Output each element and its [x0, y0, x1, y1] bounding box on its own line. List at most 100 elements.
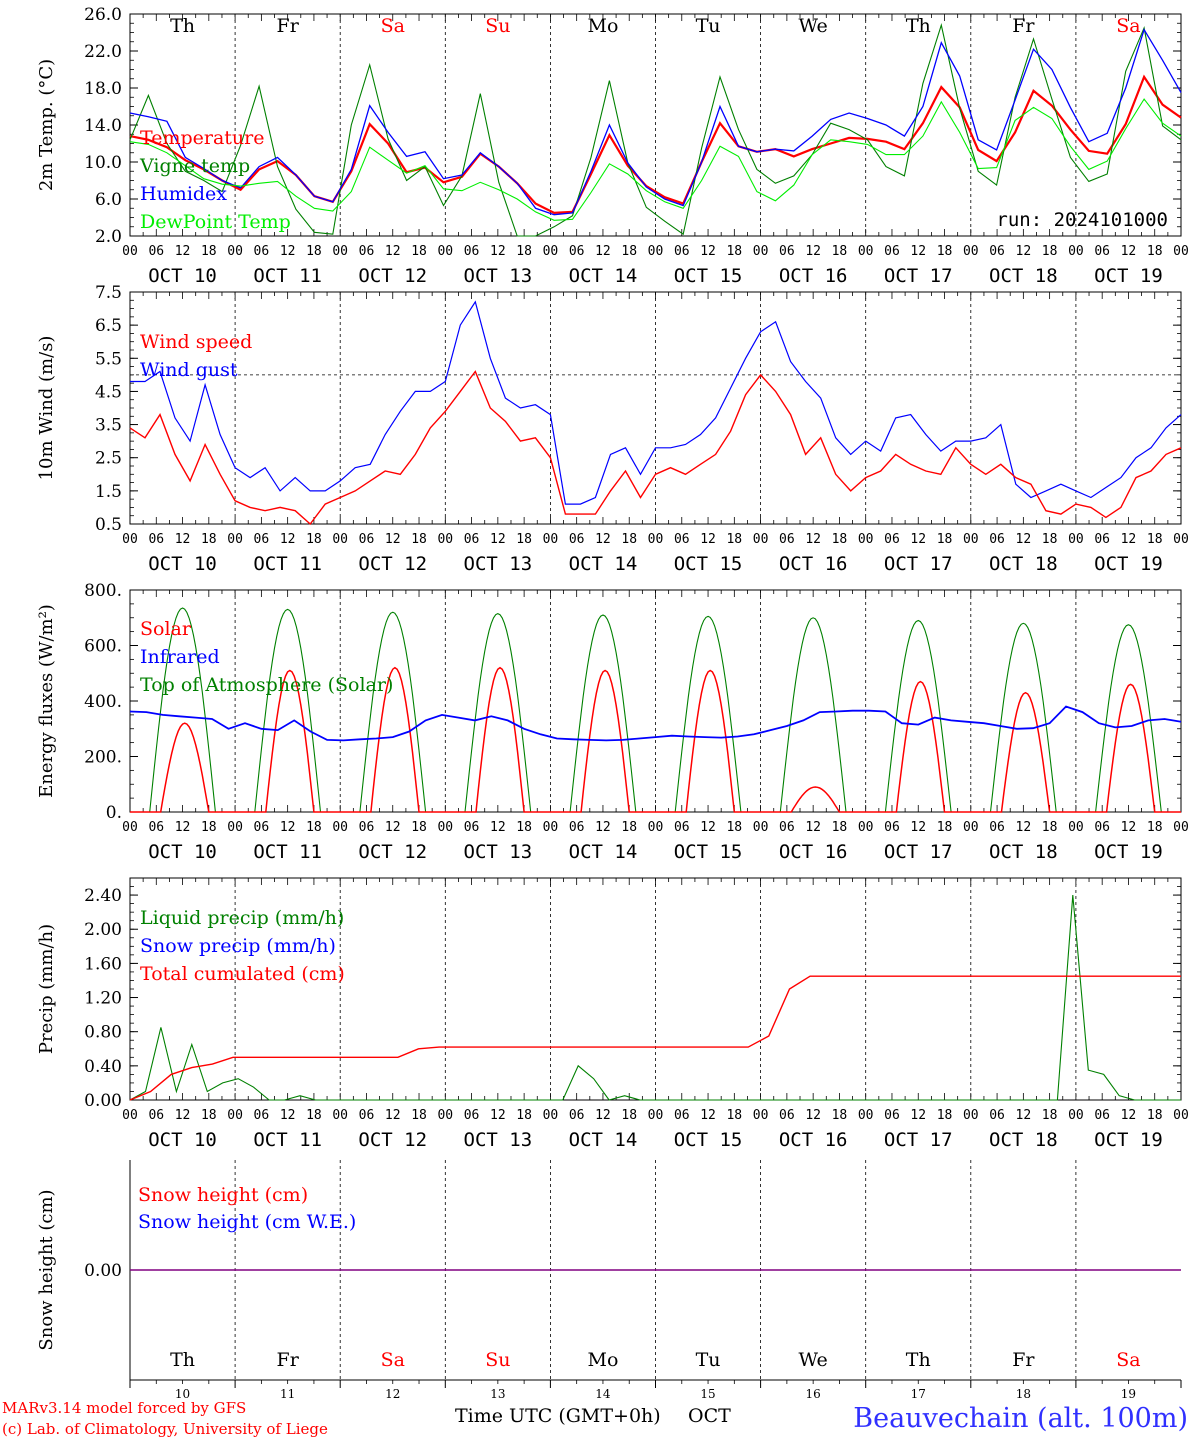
temp-series-line	[129, 22, 1182, 237]
x-axis-panel-3: 00 06 12 18 OCT 10 00 06 12 18 OCT 11 00 06 12 18 OCT …	[122, 820, 1189, 863]
hour-tick-label: 06	[464, 1108, 480, 1123]
weekday-label: Sa	[381, 15, 405, 37]
y-axis-label: 10m Wind (m/s)	[36, 336, 57, 481]
hour-tick-label: 12	[280, 820, 296, 835]
hour-tick-label: 18	[832, 532, 848, 547]
weekday-label: Su	[485, 15, 510, 37]
hour-tick-label: 18	[1042, 532, 1058, 547]
hour-tick-label: 12	[700, 820, 716, 835]
wind-speed-line	[129, 370, 1182, 526]
y-tick-label: 0.00	[84, 1261, 122, 1281]
date-label: OCT 12	[358, 265, 427, 287]
hour-tick-label: 18	[621, 1108, 637, 1123]
legend-entry: Infrared	[140, 646, 220, 668]
hour-tick-label: 06	[989, 532, 1005, 547]
hour-tick-label: 12	[175, 532, 191, 547]
hour-tick-label: 12	[910, 820, 926, 835]
hour-tick-label: 18	[516, 1108, 532, 1123]
hour-tick-label: 06	[779, 244, 795, 259]
hour-tick-label: 18	[411, 532, 427, 547]
day-number-label: 15	[700, 1387, 715, 1401]
y-tick-label: 1.20	[84, 989, 122, 1009]
hour-tick-label: 18	[937, 820, 953, 835]
hour-tick-label: 00	[648, 1108, 664, 1123]
hour-tick-label: 06	[674, 244, 690, 259]
hour-tick-label: 00	[858, 532, 874, 547]
date-label: OCT 15	[674, 1129, 743, 1151]
x-axis-title: Time UTC (GMT+0h)	[455, 1405, 661, 1427]
hour-tick-label: 18	[1147, 244, 1163, 259]
weekday-label: Sa	[1116, 15, 1140, 37]
hour-tick-label: 12	[175, 820, 191, 835]
hour-tick-label: 00	[648, 820, 664, 835]
date-label: OCT 16	[779, 1129, 848, 1151]
hour-tick-label: 12	[1121, 1108, 1137, 1123]
y-tick-label: 200.	[84, 748, 122, 768]
hour-tick-label: 18	[726, 244, 742, 259]
date-label: OCT 13	[464, 265, 533, 287]
day-number-label: 12	[385, 1387, 400, 1401]
hour-tick-label: 00	[332, 1108, 348, 1123]
y-tick-label: 3.5	[95, 416, 122, 436]
hour-tick-label: 18	[201, 244, 217, 259]
y-tick-label: 1.60	[84, 954, 122, 974]
day-number-label: 11	[280, 1387, 295, 1401]
hour-tick-label: 00	[753, 820, 769, 835]
date-label: OCT 17	[884, 1129, 953, 1151]
credit-line-2: (c) Lab. of Climatology, University of L…	[2, 1420, 328, 1438]
hour-tick-label: 12	[1016, 820, 1032, 835]
hour-tick-label: 12	[595, 532, 611, 547]
run-label: run: 2024101000	[996, 209, 1168, 231]
hour-tick-label: 06	[359, 820, 375, 835]
hour-tick-label: 06	[884, 820, 900, 835]
hour-tick-label: 12	[385, 820, 401, 835]
hour-tick-label: 12	[490, 1108, 506, 1123]
weekday-label: Th	[906, 15, 931, 37]
hour-tick-label: 06	[254, 820, 270, 835]
date-label: OCT 18	[989, 1129, 1058, 1151]
hour-tick-label: 06	[674, 532, 690, 547]
hour-tick-label: 00	[753, 1108, 769, 1123]
hour-tick-label: 06	[884, 532, 900, 547]
hour-tick-label: 00	[437, 244, 453, 259]
hour-tick-label: 00	[227, 1108, 243, 1123]
y-axis-label: Precip (mm/h)	[36, 924, 57, 1054]
hour-tick-label: 06	[254, 532, 270, 547]
y-tick-label: 1.5	[95, 482, 122, 502]
hour-tick-label: 12	[280, 532, 296, 547]
hour-tick-label: 12	[1121, 820, 1137, 835]
y-tick-label: 0.5	[95, 515, 122, 535]
hour-tick-label: 12	[805, 820, 821, 835]
date-label: OCT 19	[1094, 553, 1163, 575]
hour-tick-label: 00	[963, 1108, 979, 1123]
x-axis-panel-4: 00 06 12 18 OCT 10 00 06 12 18 OCT 11 00 06 12 18 OCT …	[122, 1108, 1189, 1151]
y-tick-label: 0.40	[84, 1057, 122, 1077]
hour-tick-label: 18	[411, 1108, 427, 1123]
y-axis-label: Energy fluxes (W/m²)	[36, 604, 57, 798]
hour-tick-label: 12	[910, 244, 926, 259]
date-label: OCT 15	[674, 265, 743, 287]
hour-tick-label: 06	[359, 244, 375, 259]
date-label: OCT 12	[358, 841, 427, 863]
day-number-label: 18	[1016, 1387, 1031, 1401]
hour-tick-label: 06	[148, 820, 164, 835]
hour-tick-label: 18	[832, 244, 848, 259]
hour-tick-label: 06	[1094, 820, 1110, 835]
hour-tick-label: 00	[1173, 532, 1189, 547]
date-label: OCT 12	[358, 553, 427, 575]
date-label: OCT 13	[464, 1129, 533, 1151]
y-tick-label: 400.	[84, 692, 122, 712]
weekday-label: Mo	[587, 1349, 618, 1371]
hour-tick-label: 00	[1068, 532, 1084, 547]
y-tick-label: 22.0	[84, 42, 122, 62]
hour-tick-label: 12	[805, 1108, 821, 1123]
hour-tick-label: 00	[753, 244, 769, 259]
hour-tick-label: 12	[595, 1108, 611, 1123]
hour-tick-label: 18	[1147, 532, 1163, 547]
hour-tick-label: 12	[280, 244, 296, 259]
day-number-label: 14	[595, 1387, 611, 1401]
credit-line-1: MARv3.14 model forced by GFS	[2, 1399, 246, 1417]
x-axis-panel-2: 00 06 12 18 OCT 10 00 06 12 18 OCT 11 00 06 12 18 OCT …	[122, 532, 1189, 575]
hour-tick-label: 18	[832, 820, 848, 835]
hour-tick-label: 00	[963, 820, 979, 835]
